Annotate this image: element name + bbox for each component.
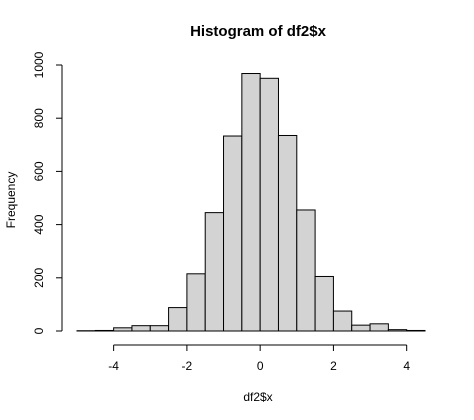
y-tick-label: 400 bbox=[32, 214, 46, 234]
bar bbox=[351, 324, 371, 332]
bar bbox=[369, 323, 389, 332]
bar bbox=[168, 307, 188, 332]
bar bbox=[296, 209, 316, 332]
x-tick-label: 0 bbox=[257, 359, 264, 373]
bar bbox=[259, 77, 279, 332]
y-tick-label: 0 bbox=[32, 327, 46, 334]
bar bbox=[186, 273, 206, 332]
chart-title: Histogram of df2$x bbox=[190, 23, 327, 40]
bar bbox=[113, 327, 133, 332]
bar bbox=[223, 135, 243, 332]
bar bbox=[131, 325, 151, 332]
bar bbox=[406, 329, 426, 332]
y-tick-label: 1000 bbox=[32, 51, 46, 78]
bar bbox=[387, 329, 408, 332]
bar bbox=[314, 275, 334, 332]
bar bbox=[204, 212, 225, 332]
y-tick-label: 800 bbox=[32, 108, 46, 128]
bar bbox=[94, 329, 115, 332]
x-tick-label: -4 bbox=[108, 359, 119, 373]
bar bbox=[241, 73, 261, 332]
y-tick-label: 200 bbox=[32, 267, 46, 287]
x-tick-label: 2 bbox=[330, 359, 337, 373]
x-tick-label: -2 bbox=[182, 359, 193, 373]
x-tick-label: 4 bbox=[403, 359, 410, 373]
x-axis-label: df2$x bbox=[243, 390, 272, 404]
bar bbox=[332, 310, 353, 332]
bar bbox=[277, 134, 298, 332]
y-axis-label: Frequency bbox=[4, 172, 18, 229]
y-tick-label: 600 bbox=[32, 161, 46, 181]
bar bbox=[149, 325, 170, 332]
